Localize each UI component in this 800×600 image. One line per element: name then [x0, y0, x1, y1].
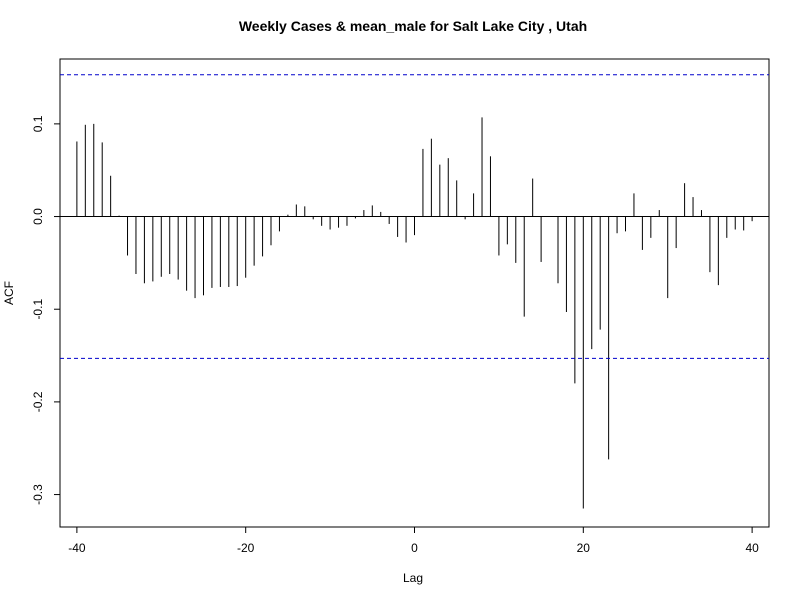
y-axis: -0.3 -0.2 -0.1 0.0 0.1: [31, 115, 60, 505]
x-tick-label: 20: [577, 541, 591, 555]
x-axis-label: Lag: [403, 571, 423, 585]
y-tick-label: 0.0: [31, 208, 45, 225]
y-tick-label: 0.1: [31, 115, 45, 132]
y-tick-label: -0.1: [31, 299, 45, 320]
x-axis: -40 -20 0 20 40: [68, 527, 759, 555]
x-tick-label: 40: [745, 541, 759, 555]
chart-title: Weekly Cases & mean_male for Salt Lake C…: [239, 18, 587, 34]
x-tick-label: 0: [411, 541, 418, 555]
y-tick-label: -0.2: [31, 391, 45, 412]
x-tick-label: -20: [237, 541, 255, 555]
confidence-bounds: [60, 74, 769, 359]
x-tick-label: -40: [68, 541, 86, 555]
y-axis-label: ACF: [2, 281, 16, 305]
y-tick-label: -0.3: [31, 484, 45, 505]
acf-bars: [76, 117, 753, 509]
